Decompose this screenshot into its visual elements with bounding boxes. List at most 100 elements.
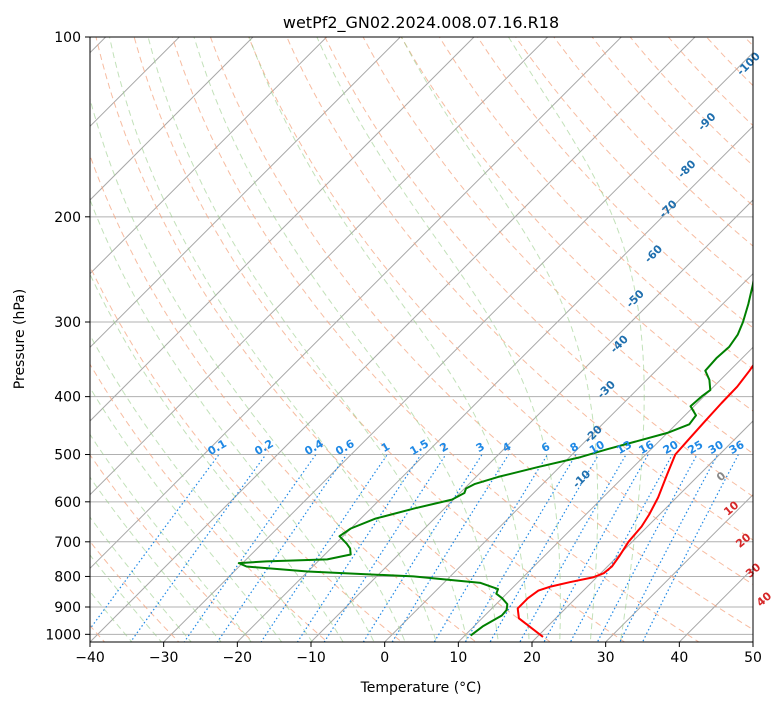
isotherm-line — [90, 37, 623, 570]
dry-adiabat-line — [90, 154, 477, 642]
dry-adiabat-line — [667, 37, 753, 127]
y-tick-label: 1000 — [45, 627, 81, 643]
profile-lines — [237, 277, 753, 638]
isotherm-label: -100 — [734, 49, 763, 78]
isotherm-line — [604, 493, 753, 642]
dry-adiabat-line — [171, 37, 700, 642]
plot-frame — [89, 36, 754, 643]
y-tick-label: 900 — [54, 600, 81, 616]
dry-adiabat-line — [591, 37, 753, 207]
isotherm-label: -30 — [595, 378, 618, 401]
isotherm-line — [236, 125, 753, 642]
dry-adiabat-line — [90, 363, 329, 642]
y-tick-label: 100 — [54, 30, 81, 46]
x-tick-label: −40 — [75, 650, 105, 666]
grid-lines — [0, 10, 753, 659]
y-tick-label: 800 — [54, 569, 81, 585]
chart-title: wetPf2_GN02.2024.008.07.16.R18 — [283, 13, 559, 33]
dry-adiabat-line — [757, 10, 775, 659]
isoline-labels: 0.1 0.2 0.4 0.6 1 1.5 2 3 4 6 8 10 13 16 20 25 30 36-100-… — [206, 49, 775, 609]
mixing-ratio-line — [596, 454, 698, 642]
isotherm-line — [457, 346, 753, 642]
moist-adiabat-line — [248, 37, 530, 642]
temperature-profile — [516, 363, 753, 638]
dry-adiabat-line — [324, 37, 753, 498]
isotherm-line — [90, 37, 181, 128]
x-tick-label: 50 — [744, 650, 762, 666]
mixing-ratio-line — [296, 454, 422, 642]
isotherm-line — [162, 51, 753, 642]
moist-adiabat-line — [90, 386, 283, 642]
dry-adiabat-line — [90, 540, 180, 642]
dry-adiabat-label: 20 — [733, 530, 753, 550]
isotherm-label: -50 — [624, 287, 647, 310]
dry-adiabat-line — [248, 37, 753, 586]
mixing-ratio-line — [543, 454, 649, 642]
mixing-ratio-line — [619, 454, 719, 642]
y-axis-title: Pressure (hPa) — [12, 289, 28, 389]
isotherm-line — [531, 420, 753, 642]
isotherm-label: -60 — [642, 242, 665, 265]
dry-adiabat-line — [362, 37, 753, 455]
dry-adiabat-line — [705, 37, 753, 87]
dry-adiabat-line — [400, 37, 753, 412]
isotherm-line — [90, 37, 475, 422]
mixing-ratio-line — [489, 454, 600, 642]
dry-adiabat-line — [515, 37, 753, 288]
mixing-ratio-label: 4 — [500, 440, 513, 455]
isotherm-line — [0, 10, 59, 659]
y-axis: 100 200 300 400 500 600 700 800 900 1000 — [45, 30, 90, 643]
moist-adiabat-line — [316, 37, 561, 642]
mixing-ratio-label: 2 — [438, 440, 451, 455]
moist-adiabat-line — [90, 433, 252, 642]
x-tick-label: 40 — [670, 650, 688, 666]
y-tick-label: 500 — [54, 448, 81, 464]
mixing-ratio-label: 3 — [474, 440, 487, 455]
x-tick-label: 10 — [449, 650, 467, 666]
x-axis: −40 −30 −20 −10 0 10 20 30 40 50 — [75, 642, 762, 666]
isotherm-line — [678, 567, 753, 642]
y-tick-label: 400 — [54, 390, 81, 406]
isotherm-line — [90, 37, 328, 275]
dry-adiabat-line — [95, 37, 552, 642]
mixing-ratio-line — [216, 454, 348, 642]
isotherm-line — [90, 37, 549, 496]
x-axis-title: Temperature (°C) — [360, 680, 482, 696]
isotherm-line — [310, 199, 753, 642]
mixing-ratio-line — [183, 454, 317, 642]
moist-adiabat-line — [193, 37, 499, 642]
mixing-ratio-label: 6 — [539, 440, 552, 455]
dry-adiabat-label: 40 — [754, 589, 774, 609]
x-tick-label: −20 — [223, 650, 253, 666]
moist-adiabat-line — [90, 334, 313, 642]
x-tick-label: 0 — [380, 650, 389, 666]
dry-adiabat-line — [476, 37, 753, 329]
isotherm-label: -80 — [675, 157, 698, 180]
isotherm-line — [383, 272, 753, 642]
isotherm-label: -40 — [608, 332, 631, 355]
moist-adiabat-line — [400, 37, 599, 642]
dry-adiabat-line — [743, 37, 753, 47]
dry-adiabat-line — [133, 37, 626, 642]
moist-adiabat-line — [90, 198, 375, 642]
x-tick-label: 30 — [597, 650, 615, 666]
dry-adiabat-line — [286, 37, 753, 541]
moist-adiabat-line — [90, 516, 192, 642]
mixing-ratio-line — [90, 454, 220, 630]
mixing-ratio-line — [464, 454, 577, 642]
thermo-lines — [90, 10, 775, 659]
isotherm-line — [90, 37, 402, 349]
dry-adiabat-line — [90, 453, 254, 642]
mixing-ratio-line — [260, 454, 388, 642]
dry-adiabat-line — [90, 265, 403, 642]
mixing-ratio-line — [519, 454, 627, 642]
mixing-ratio-line — [433, 454, 549, 642]
moist-adiabat-line — [90, 273, 344, 642]
dewpoint-profile — [237, 277, 753, 637]
mixing-ratio-line — [391, 454, 510, 642]
x-tick-label: −30 — [149, 650, 179, 666]
x-tick-label: 20 — [523, 650, 541, 666]
moist-adiabat-line — [507, 37, 645, 642]
isotherm-line — [90, 37, 696, 642]
